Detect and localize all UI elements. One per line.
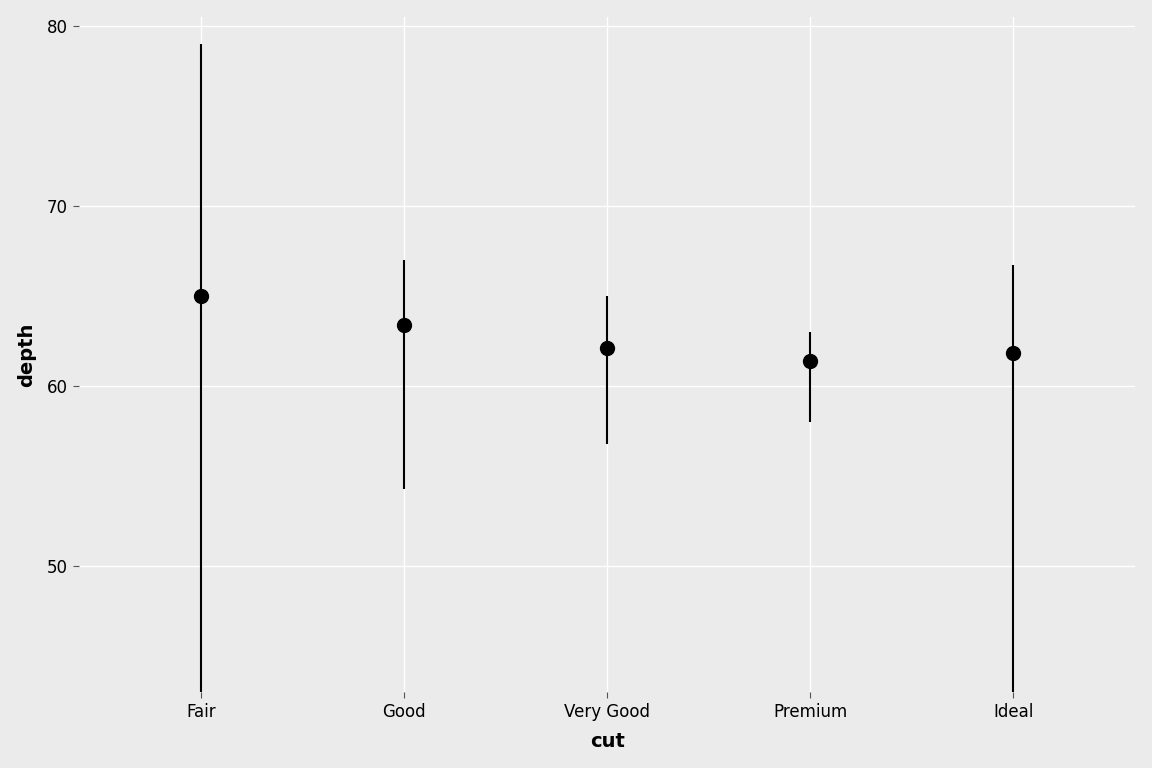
Point — [1005, 347, 1023, 359]
X-axis label: cut: cut — [590, 733, 624, 751]
Point — [191, 290, 210, 302]
Point — [801, 355, 819, 367]
Y-axis label: depth: depth — [16, 323, 36, 386]
Point — [395, 319, 414, 331]
Point — [598, 342, 616, 354]
